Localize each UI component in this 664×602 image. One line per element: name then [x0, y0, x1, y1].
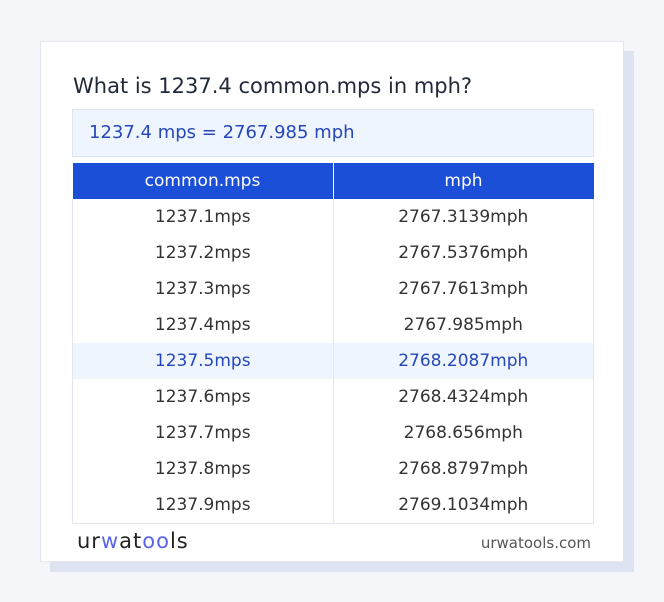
conversion-result: 1237.4 mps = 2767.985 mph	[72, 109, 594, 157]
table-row: 1237.1mps 2767.3139mph	[72, 199, 594, 235]
table-cell: 1237.2mps	[72, 235, 334, 271]
table-row: 1237.5mps 2768.2087mph	[72, 343, 594, 379]
table-cell: 2768.8797mph	[332, 451, 594, 487]
site-link[interactable]: urwatools.com	[480, 534, 591, 552]
table-cell: 2767.5376mph	[332, 235, 594, 271]
table-cell: 1237.5mps	[72, 343, 334, 379]
table-cell: 2768.656mph	[332, 415, 594, 451]
table-cell: 1237.3mps	[72, 271, 334, 307]
table-cell: 1237.7mps	[72, 415, 334, 451]
table-cell: 2767.985mph	[332, 307, 594, 343]
table-cell: 1237.1mps	[72, 199, 334, 235]
table-cell: 2768.4324mph	[332, 379, 594, 415]
table-row: 1237.9mps 2769.1034mph	[72, 487, 594, 524]
column-header: mph	[332, 163, 594, 199]
table-row: 1237.7mps 2768.656mph	[72, 415, 594, 451]
page-title: What is 1237.4 common.mps in mph?	[73, 74, 473, 98]
table-cell: 1237.9mps	[72, 487, 334, 524]
table-row: 1237.4mps 2767.985mph	[72, 307, 594, 343]
table-cell: 2767.7613mph	[332, 271, 594, 307]
column-header: common.mps	[72, 163, 333, 199]
conversion-table: common.mps mph 1237.1mps 2767.3139mph 1237…	[72, 163, 594, 524]
table-cell: 1237.4mps	[72, 307, 334, 343]
table-row: 1237.8mps 2768.8797mph	[72, 451, 594, 487]
table-row: 1237.2mps 2767.5376mph	[72, 235, 594, 271]
table-row: 1237.3mps 2767.7613mph	[72, 271, 594, 307]
table-cell: 2768.2087mph	[332, 343, 594, 379]
urwatools-logo[interactable]: urwatools	[77, 529, 189, 553]
converter-card: What is 1237.4 common.mps in mph? 1237.4…	[40, 41, 624, 562]
table-row: 1237.6mps 2768.4324mph	[72, 379, 594, 415]
table-cell: 1237.8mps	[72, 451, 334, 487]
table-cell: 1237.6mps	[72, 379, 334, 415]
table-cell: 2769.1034mph	[332, 487, 594, 524]
table-cell: 2767.3139mph	[332, 199, 594, 235]
